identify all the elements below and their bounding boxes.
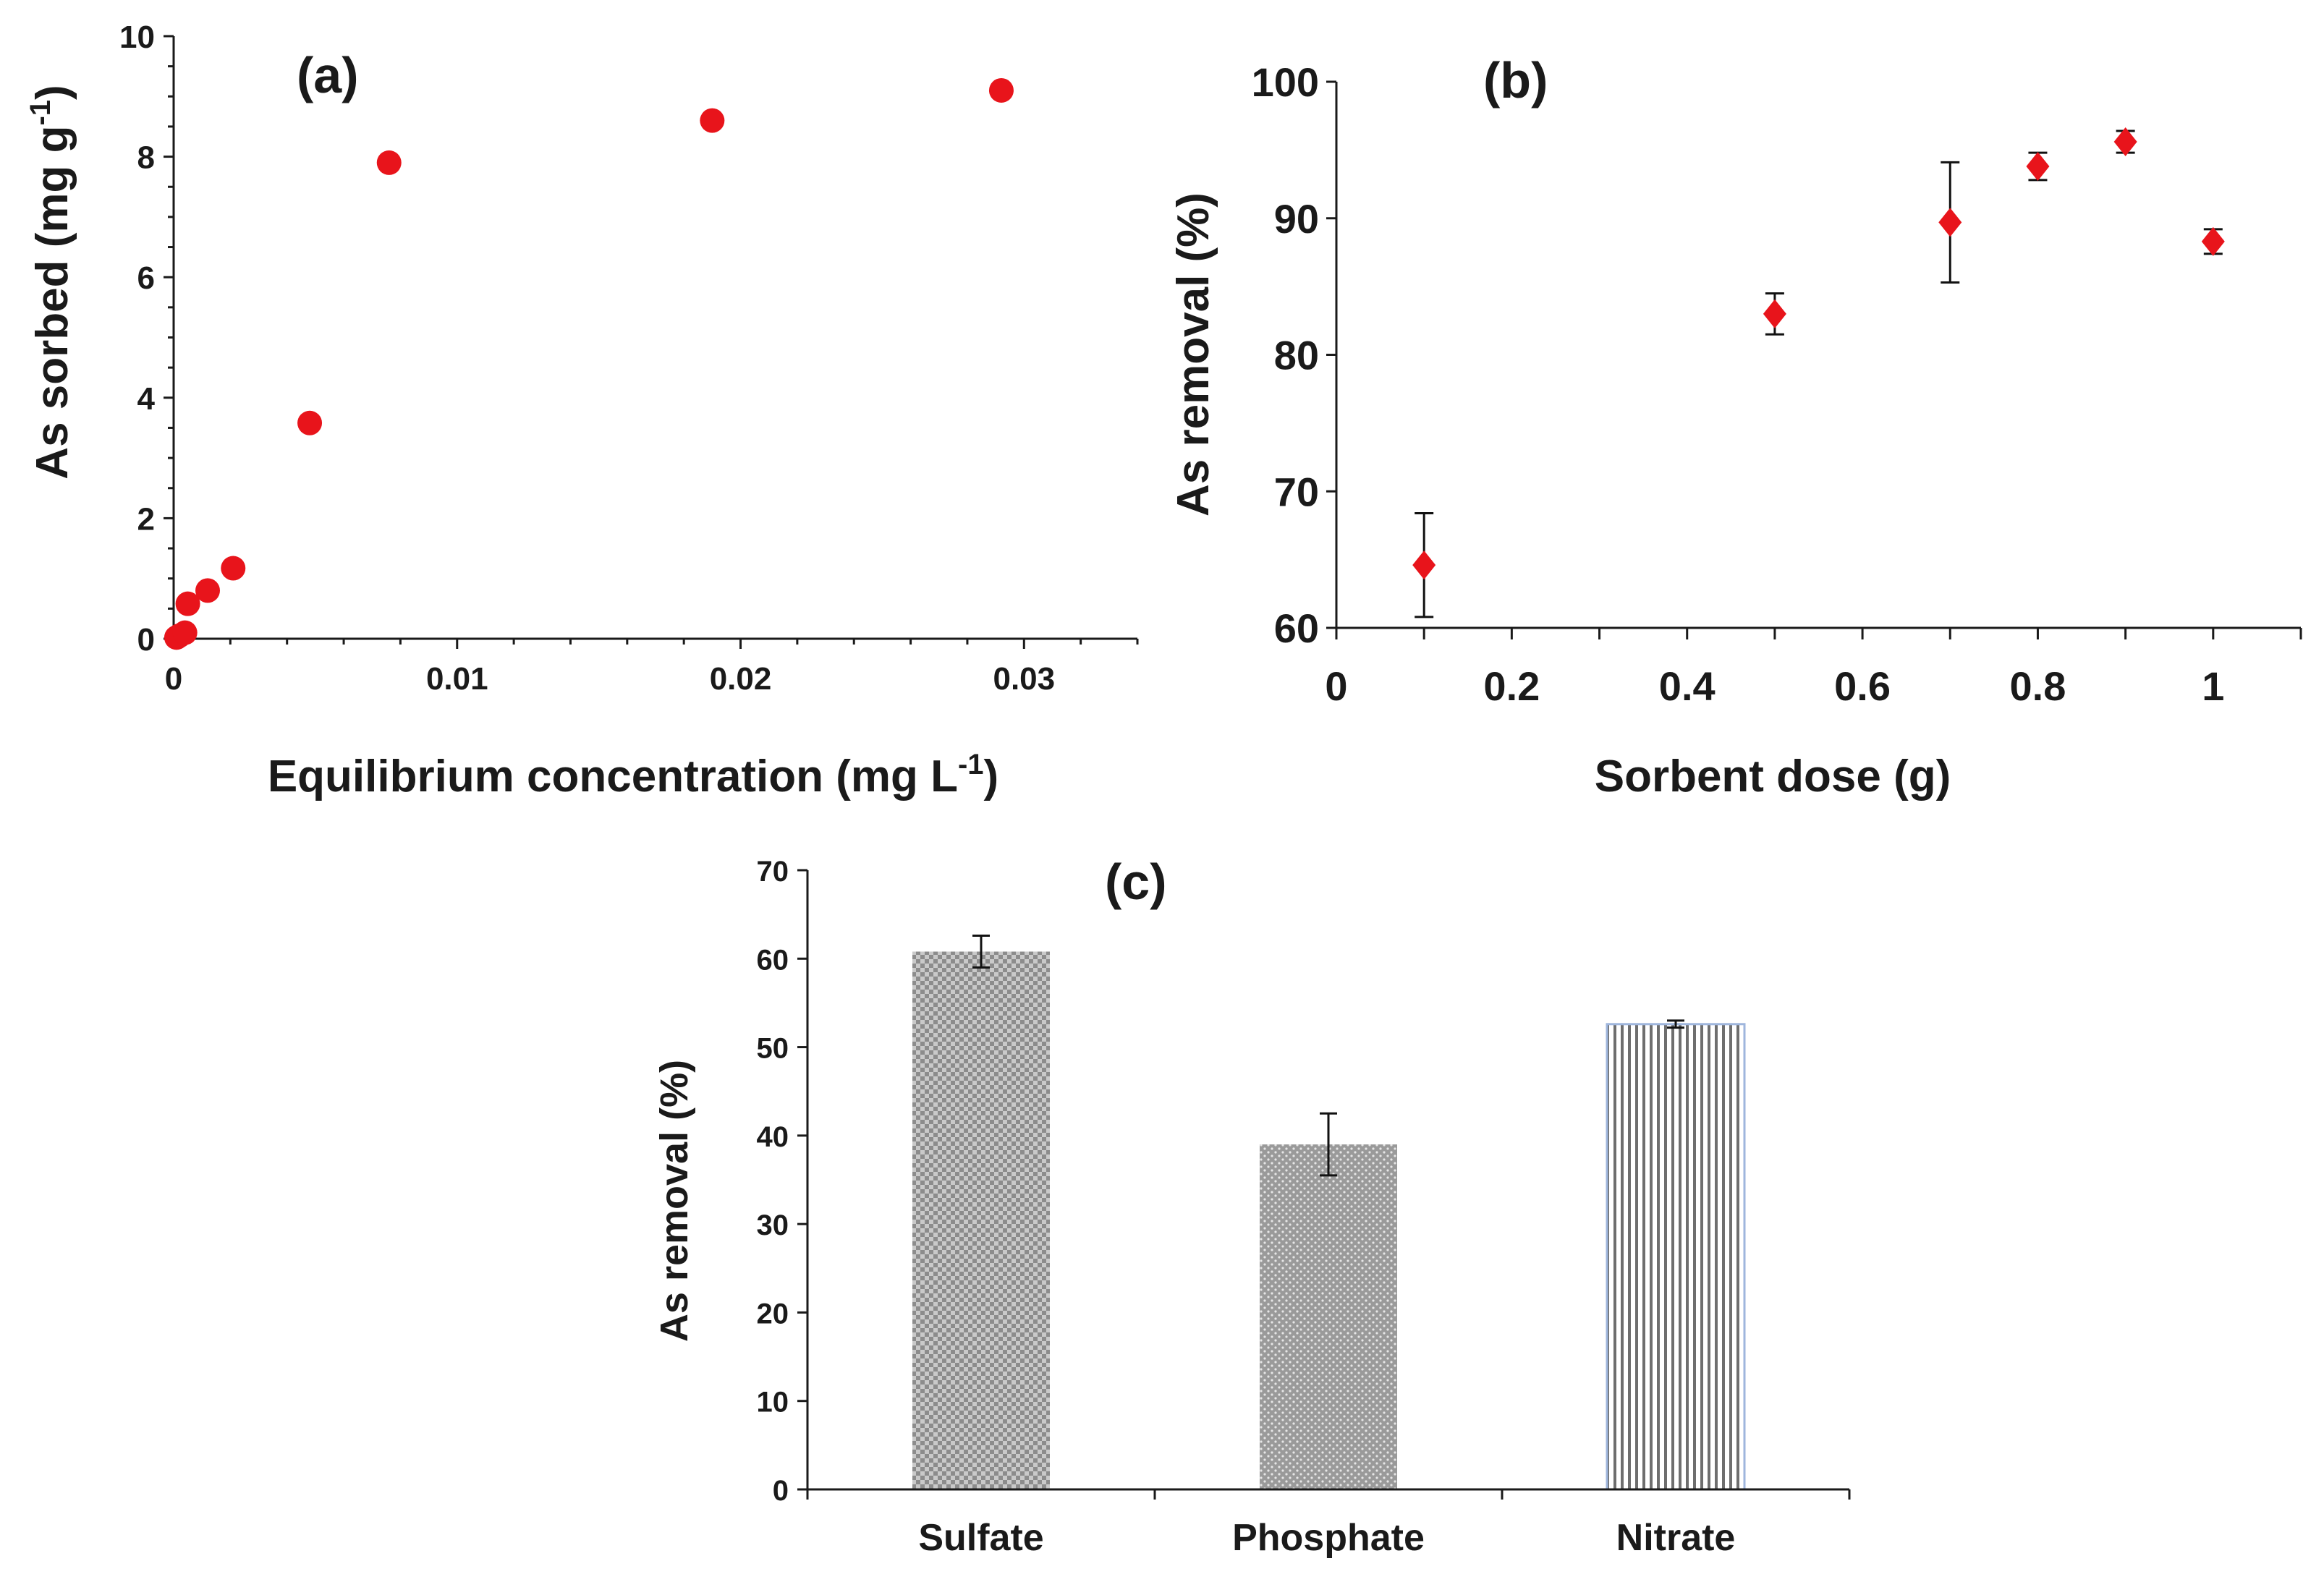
- panel-b-x-tick-label: 0.6: [1834, 663, 1891, 709]
- panel-c-y-tick-label: 10: [757, 1387, 789, 1419]
- panel-c-y-axis-title: As removal (%): [653, 1060, 696, 1342]
- panel-a-y-tick-label: 2: [137, 501, 155, 537]
- panel-a-x-tick-label: 0: [165, 661, 182, 697]
- panel-a-data-point: [172, 620, 198, 645]
- panel-b-scatter-chart: (b) 60 70 80 90 100 0 0.2 0.4 0.6 0.8 1 Sorbent d…: [1169, 52, 2302, 801]
- panel-a-x-tick-label: 0.01: [426, 661, 488, 697]
- panel-a-y-tick-label: 10: [119, 20, 155, 55]
- panel-c-bar-chart: (c) 0 10 20 30 40 50 60 70 Sulfate Phosphate Nitr…: [653, 854, 1851, 1559]
- panel-a-scatter-chart: (a) 0 2 4 6 8 10 0 0.01 0.02 0.03 Equilibrium co…: [25, 20, 1139, 801]
- panel-c-y-tick-label: 60: [757, 944, 789, 976]
- panel-a-x-tick-label: 0.03: [993, 661, 1055, 697]
- panel-c-bars: [912, 934, 1746, 1491]
- panel-c-bar-phosphate: [1260, 1144, 1397, 1489]
- panel-a-data-point: [175, 591, 200, 616]
- panel-b-y-tick-label: 100: [1252, 59, 1319, 105]
- panel-a-y-tick-label: 0: [137, 622, 155, 658]
- panel-b-data-point: [2026, 152, 2050, 182]
- panel-a-x-tick-label: 0.02: [710, 661, 772, 697]
- panel-b-data-point: [2113, 127, 2137, 157]
- panel-b-x-tick-label: 0.8: [2010, 663, 2066, 709]
- panel-c-x-axis: Sulfate Phosphate Nitrate: [806, 1488, 1851, 1559]
- panel-b-y-tick-label: 90: [1274, 196, 1319, 242]
- panel-c-y-tick-label: 70: [757, 856, 789, 888]
- panel-b-y-axis-title: As removal (%): [1169, 192, 1218, 516]
- panel-c-y-tick-label: 20: [757, 1298, 789, 1330]
- panel-a-y-tick-label: 6: [137, 260, 155, 296]
- panel-b-x-axis: 0 0.2 0.4 0.6 0.8 1: [1325, 626, 2302, 709]
- panel-c-error-bar: [972, 934, 990, 969]
- panel-b-y-tick-label: 80: [1274, 333, 1319, 378]
- panel-c-y-tick-label: 0: [773, 1475, 789, 1507]
- panel-a-label: (a): [297, 47, 359, 103]
- panel-a-data-points: [164, 77, 1014, 650]
- panel-c-category-label: Sulfate: [918, 1517, 1043, 1559]
- panel-b-y-tick-label: 70: [1274, 469, 1319, 514]
- panel-c-y-axis: 0 10 20 30 40 50 60 70: [757, 856, 809, 1507]
- panel-c-category-label: Phosphate: [1232, 1517, 1425, 1559]
- panel-a-x-axis: 0 0.01 0.02 0.03: [165, 637, 1139, 697]
- panel-a-y-tick-label: 4: [137, 381, 156, 417]
- panel-a-data-point: [988, 77, 1014, 103]
- panel-b-x-tick-label: 0: [1325, 663, 1347, 709]
- panel-c-category-label: Nitrate: [1616, 1517, 1736, 1559]
- panel-c-error-bar: [1320, 1112, 1337, 1177]
- panel-b-x-tick-label: 1: [2202, 663, 2224, 709]
- panel-b-y-axis: 60 70 80 90 100: [1252, 59, 1338, 651]
- panel-a-data-point: [700, 108, 725, 133]
- panel-a-y-tick-label: 8: [137, 140, 155, 176]
- panel-b-data-point: [1938, 208, 1962, 237]
- panel-a-data-point: [376, 150, 402, 175]
- panel-a-data-point: [297, 410, 323, 435]
- panel-c-error-bar: [1667, 1019, 1684, 1029]
- panel-b-data-point: [1763, 299, 1786, 328]
- panel-c-y-tick-label: 40: [757, 1121, 789, 1153]
- panel-b-x-tick-label: 0.2: [1483, 663, 1540, 709]
- panel-c-bar-sulfate: [912, 951, 1050, 1489]
- panel-c-bar-nitrate: [1606, 1023, 1746, 1491]
- panel-a-data-point: [221, 556, 246, 581]
- panel-c-label: (c): [1105, 854, 1167, 910]
- panel-b-data-point: [2201, 226, 2225, 256]
- panel-b-data-point: [1412, 550, 1436, 580]
- panel-c-y-tick-label: 50: [757, 1033, 789, 1065]
- panel-b-x-tick-label: 0.4: [1659, 663, 1716, 709]
- panel-a-y-axis-title: As sorbed (mg g-1): [25, 85, 77, 479]
- panel-c-y-tick-label: 30: [757, 1209, 789, 1241]
- panel-b-y-tick-label: 60: [1274, 605, 1319, 651]
- panel-a-data-point: [195, 578, 221, 603]
- panel-b-label: (b): [1483, 52, 1548, 109]
- panel-a-x-axis-title: Equilibrium concentration (mg L-1): [268, 749, 998, 801]
- panel-b-data-points: [1412, 127, 2225, 618]
- panel-b-x-axis-title: Sorbent dose (g): [1595, 752, 1951, 801]
- panel-a-y-axis: 0 2 4 6 8 10: [119, 20, 175, 658]
